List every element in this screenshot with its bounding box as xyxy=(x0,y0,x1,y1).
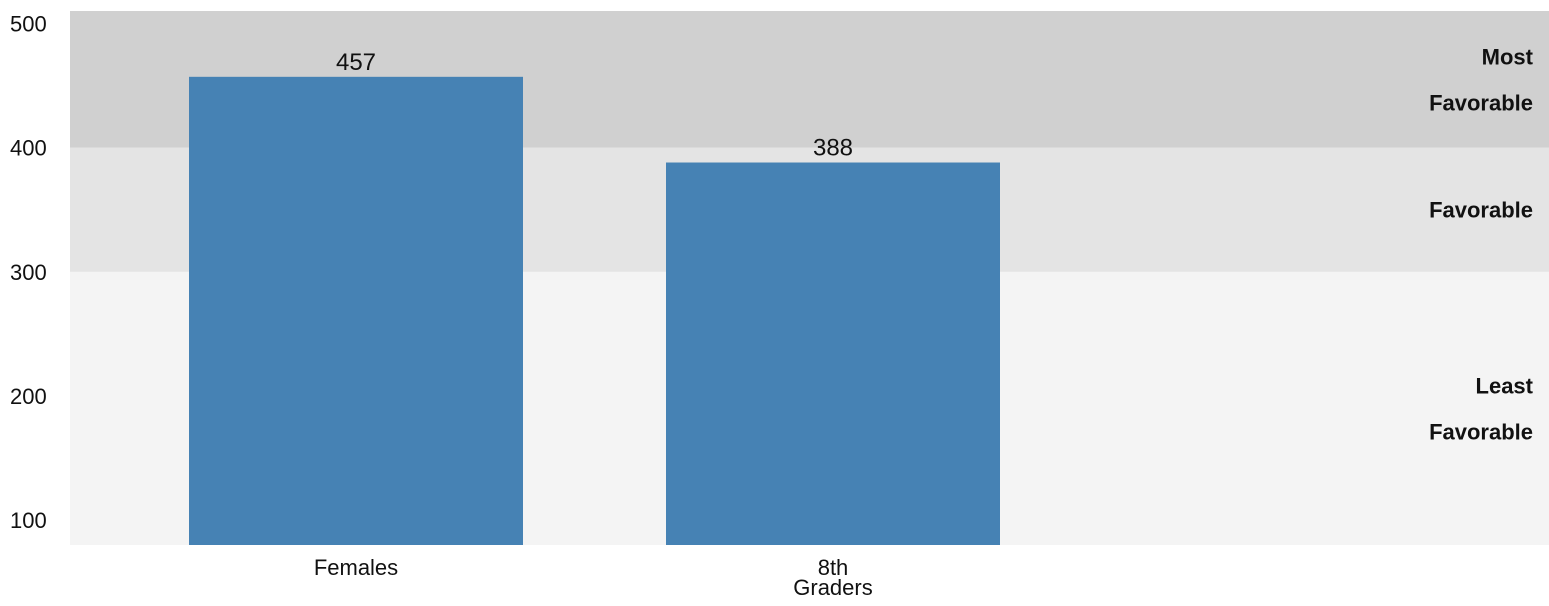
band-label-2: Most Favorable xyxy=(1429,44,1534,115)
band-label-1: Favorable xyxy=(1429,198,1533,223)
band-label-line: Least xyxy=(1476,373,1534,398)
bar-0 xyxy=(189,76,523,545)
value-label-1: 388 xyxy=(813,135,853,162)
category-label-line: 8th xyxy=(818,555,849,580)
y-tick-label: 500 xyxy=(10,11,47,36)
bar-1 xyxy=(666,162,1000,546)
labels-layer: Least Favorable Favorable Most Favorable 100 2… xyxy=(10,11,1534,600)
y-tick-label: 300 xyxy=(10,260,47,285)
y-tick-label: 100 xyxy=(10,508,47,533)
band-label-0: Least Favorable xyxy=(1429,373,1534,444)
category-label-0: Females xyxy=(314,555,398,580)
band-label-line: Favorable xyxy=(1429,90,1533,115)
y-tick-label: 400 xyxy=(10,136,47,161)
category-label-line: Females xyxy=(314,555,398,580)
band-label-line: Favorable xyxy=(1429,198,1533,223)
bars-layer xyxy=(189,76,1000,546)
band-label-line: Favorable xyxy=(1429,419,1533,444)
category-label-1: 8th Graders xyxy=(793,555,872,600)
category-label-line: Graders xyxy=(793,575,872,600)
y-tick-label: 200 xyxy=(10,384,47,409)
value-label-0: 457 xyxy=(336,49,376,76)
band-label-line: Most xyxy=(1482,44,1534,69)
